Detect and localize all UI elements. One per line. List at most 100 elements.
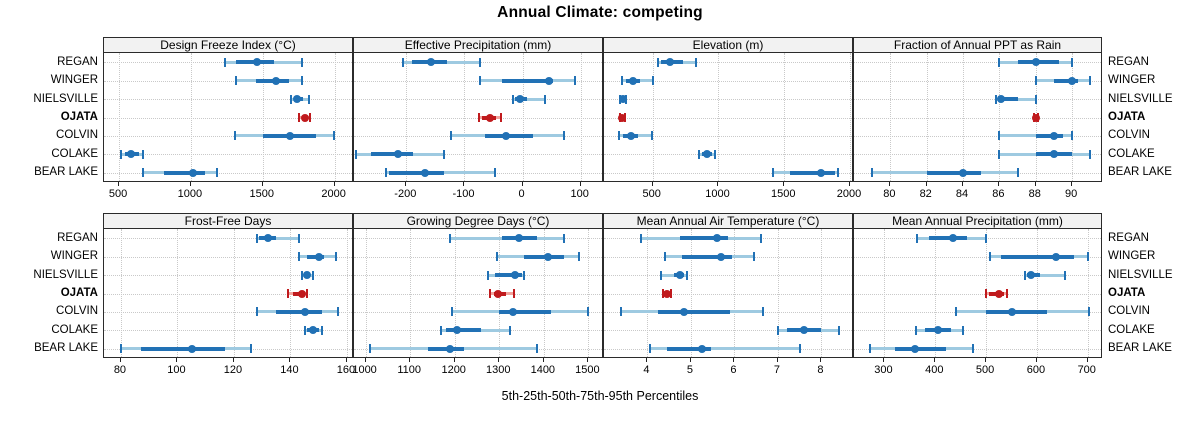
whisker-cap-5th	[119, 149, 122, 159]
range-band-5-95	[999, 134, 1073, 138]
iqr-band-25-75	[926, 170, 982, 175]
gridline-vertical	[190, 53, 192, 181]
whisker-cap-5th	[776, 325, 779, 335]
whisker-cap-5th	[440, 325, 443, 335]
panel-strip: Mean Annual Precipitation (mm)	[853, 213, 1102, 229]
whisker-cap-95th	[1034, 94, 1037, 104]
x-axis-tick	[889, 182, 891, 186]
x-axis-tick-label: 2000	[836, 188, 862, 200]
x-axis-tick	[651, 182, 653, 186]
site-label-left-ojata: OJATA	[60, 287, 98, 299]
median-dot	[303, 271, 312, 280]
whisker-cap-5th	[648, 344, 651, 354]
whisker-cap-5th	[998, 57, 1001, 67]
median-dot	[997, 95, 1006, 104]
iqr-band-25-75	[1053, 78, 1078, 83]
iqr-band-25-75	[499, 309, 551, 314]
median-dot	[271, 76, 280, 85]
iqr-band-25-75	[928, 236, 967, 241]
x-axis-tick-label: 8	[817, 364, 824, 376]
range-band-5-95	[512, 97, 546, 101]
gridline-horizontal	[604, 62, 852, 64]
whisker-cap-95th	[971, 344, 974, 354]
median-dot	[452, 326, 461, 335]
x-axis-tick	[1034, 182, 1036, 186]
panel-plot-area	[103, 229, 353, 358]
x-axis-tick-label: 4	[643, 364, 650, 376]
gridline-vertical	[365, 229, 367, 357]
median-dot	[486, 113, 495, 122]
median-dot	[1026, 271, 1035, 280]
whisker-cap-5th	[620, 307, 623, 317]
whisker-cap-95th	[837, 325, 840, 335]
whisker-cap-95th	[479, 57, 482, 67]
panel-plot-area	[853, 229, 1102, 358]
whisker-cap-95th	[297, 233, 300, 243]
x-axis-tick-label: 6	[730, 364, 737, 376]
whisker-cap-5th	[621, 76, 624, 86]
whisker-cap-5th	[656, 57, 659, 67]
x-axis-tick-label: 1000	[705, 188, 730, 200]
whisker-cap-95th	[1016, 168, 1019, 178]
site-label-left-colake: COLAKE	[51, 323, 98, 336]
median-dot	[702, 150, 711, 159]
iqr-band-25-75	[427, 346, 464, 351]
x-axis-tick	[1086, 358, 1088, 362]
x-axis-tick-label: 2000	[321, 188, 346, 200]
whisker-cap-95th	[651, 131, 654, 141]
x-axis-tick-label: 140	[280, 364, 299, 376]
gridline-horizontal	[104, 293, 352, 295]
gridline-vertical	[884, 229, 886, 357]
x-axis-tick	[405, 182, 407, 186]
site-label-right-bear-lake: BEAR LAKE	[1108, 166, 1172, 179]
whisker-cap-95th	[544, 94, 547, 104]
x-axis-tick-label: 120	[223, 364, 243, 376]
site-label-left-bear-lake: BEAR LAKE	[34, 166, 98, 179]
whisker-cap-95th	[300, 57, 303, 67]
median-dot	[817, 168, 826, 177]
x-axis-tick-label: 500	[975, 364, 995, 376]
gridline-vertical	[464, 53, 466, 181]
panel-plot-area	[603, 229, 853, 358]
x-axis-tick-label: 0	[518, 188, 525, 200]
median-dot	[626, 131, 635, 140]
median-dot	[911, 344, 920, 353]
iqr-band-25-75	[140, 346, 226, 351]
panel-strip: Growing Degree Days (°C)	[353, 213, 603, 229]
gridline-horizontal	[854, 117, 1101, 119]
panel-strip: Mean Annual Air Temperature (°C)	[603, 213, 853, 229]
whisker-cap-5th	[1034, 76, 1037, 86]
x-axis-tick	[521, 182, 523, 186]
x-axis-tick	[646, 358, 648, 362]
whisker-cap-5th	[300, 270, 303, 280]
x-axis-tick-label: 500	[642, 188, 661, 200]
whisker-cap-5th	[496, 252, 499, 262]
median-dot	[301, 113, 310, 122]
x-axis-tick	[176, 358, 178, 362]
gridline-horizontal	[854, 135, 1101, 137]
panel-strip: Effective Precipitation (mm)	[353, 37, 603, 53]
whisker-cap-5th	[298, 113, 301, 122]
whisker-cap-95th	[753, 252, 755, 262]
iqr-band-25-75	[790, 170, 835, 175]
median-dot	[309, 326, 318, 335]
median-dot	[619, 95, 628, 104]
x-axis-tick-label: 400	[925, 364, 944, 376]
x-axis-tick	[345, 358, 347, 362]
whisker-cap-95th	[985, 233, 988, 243]
median-dot	[293, 95, 302, 104]
panel-strip: Fraction of Annual PPT as Rain	[853, 37, 1102, 53]
median-dot	[663, 289, 672, 298]
iqr-band-25-75	[667, 346, 711, 351]
whisker-cap-95th	[334, 252, 337, 262]
whisker-cap-5th	[384, 168, 387, 178]
whisker-cap-5th	[639, 233, 642, 243]
x-axis-tick	[925, 182, 927, 186]
iqr-band-25-75	[523, 254, 564, 259]
x-axis-tick	[289, 358, 291, 362]
x-axis-tick-label: 7	[773, 364, 780, 376]
site-label-right-colake: COLAKE	[1108, 323, 1155, 336]
panel-strip: Frost-Free Days	[103, 213, 353, 229]
gridline-horizontal	[104, 238, 352, 240]
